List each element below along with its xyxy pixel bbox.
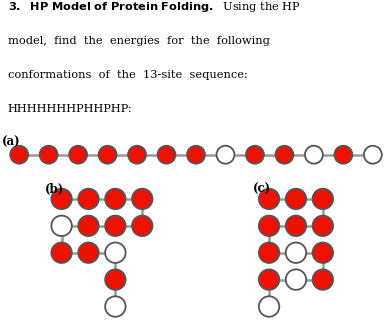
Circle shape bbox=[51, 215, 72, 236]
Circle shape bbox=[78, 242, 99, 263]
Circle shape bbox=[259, 296, 279, 317]
Circle shape bbox=[286, 215, 306, 236]
Circle shape bbox=[246, 146, 264, 164]
Text: conformations  of  the  13-site  sequence:: conformations of the 13-site sequence: bbox=[8, 70, 248, 80]
Text: (b): (b) bbox=[45, 183, 65, 196]
Circle shape bbox=[99, 146, 116, 164]
Circle shape bbox=[259, 215, 279, 236]
Circle shape bbox=[132, 215, 152, 236]
Text: $\mathbf{3.}$  $\mathit{\mathbf{HP\ Model\ of\ Protein\ Folding.}}$  Using the H: $\mathbf{3.}$ $\mathit{\mathbf{HP\ Model… bbox=[8, 0, 301, 14]
Circle shape bbox=[69, 146, 87, 164]
Circle shape bbox=[51, 189, 72, 209]
Circle shape bbox=[40, 146, 58, 164]
Text: (c): (c) bbox=[252, 183, 270, 196]
Circle shape bbox=[313, 189, 333, 209]
Circle shape bbox=[364, 146, 382, 164]
Circle shape bbox=[305, 146, 323, 164]
Circle shape bbox=[286, 189, 306, 209]
Circle shape bbox=[313, 242, 333, 263]
Circle shape bbox=[10, 146, 28, 164]
Circle shape bbox=[78, 189, 99, 209]
Circle shape bbox=[105, 215, 125, 236]
Text: HHHHHHHPHHPHP:: HHHHHHHPHHPHP: bbox=[8, 104, 132, 114]
Circle shape bbox=[276, 146, 293, 164]
Circle shape bbox=[132, 189, 152, 209]
Text: model,  find  the  energies  for  the  following: model, find the energies for the followi… bbox=[8, 36, 270, 46]
Circle shape bbox=[105, 242, 125, 263]
Text: (a): (a) bbox=[2, 136, 21, 149]
Circle shape bbox=[313, 269, 333, 290]
Circle shape bbox=[286, 242, 306, 263]
Circle shape bbox=[259, 242, 279, 263]
Circle shape bbox=[78, 215, 99, 236]
Circle shape bbox=[158, 146, 176, 164]
Circle shape bbox=[187, 146, 205, 164]
Circle shape bbox=[313, 215, 333, 236]
Circle shape bbox=[334, 146, 352, 164]
Circle shape bbox=[286, 269, 306, 290]
Circle shape bbox=[128, 146, 146, 164]
Circle shape bbox=[216, 146, 234, 164]
Circle shape bbox=[105, 269, 125, 290]
Circle shape bbox=[105, 189, 125, 209]
Circle shape bbox=[259, 269, 279, 290]
Circle shape bbox=[259, 189, 279, 209]
Circle shape bbox=[105, 296, 125, 317]
Circle shape bbox=[51, 242, 72, 263]
